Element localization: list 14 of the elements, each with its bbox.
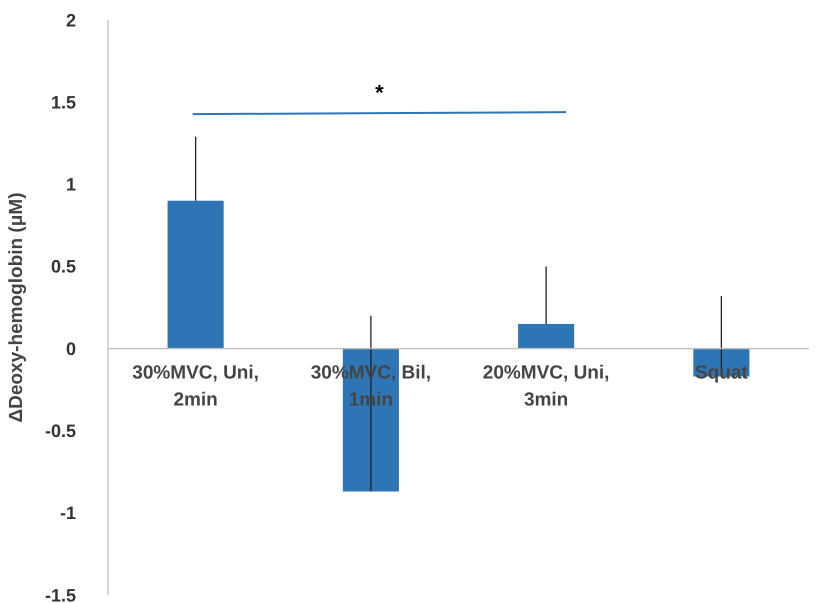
x-tick-label: 30%MVC, Uni, 2min [132, 362, 259, 411]
y-tick-label: -1 [60, 503, 76, 524]
y-tick-label: 2 [66, 10, 76, 30]
y-tick-label: 1.5 [50, 92, 76, 112]
y-tick-label: 0 [66, 338, 76, 359]
y-tick-label: -0.5 [44, 421, 76, 442]
y-tick-label: -1.5 [44, 585, 76, 603]
bar [168, 200, 224, 349]
y-tick-label: 0.5 [50, 256, 76, 277]
y-tick-label: 1 [66, 174, 76, 195]
annotation: * [375, 80, 384, 106]
x-tick-label: 20%MVC, Uni, 3min [482, 362, 610, 411]
y-axis-title: ΔDeoxy-hemoglobin (μM) [6, 192, 27, 423]
bar [518, 324, 574, 349]
